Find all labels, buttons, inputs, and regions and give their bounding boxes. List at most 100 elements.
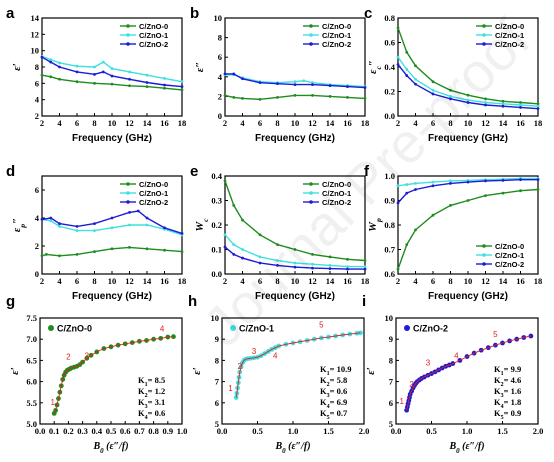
data-point-b-0 bbox=[276, 95, 279, 99]
x-tick-label-a: 4 bbox=[57, 118, 62, 128]
k-value-rest-g: = 1.2 bbox=[148, 386, 166, 396]
x-tick-label-c: 14 bbox=[499, 118, 508, 128]
data-point-b-2 bbox=[328, 84, 332, 88]
k-value-sub-g: 4 bbox=[145, 415, 148, 421]
data-point-d-1 bbox=[58, 225, 61, 228]
y-tick-label-c: 0.8 bbox=[384, 13, 395, 23]
data-point-a-0 bbox=[163, 86, 166, 90]
fit-line-i bbox=[406, 335, 531, 411]
k-value-rest-h: = 0.6 bbox=[330, 386, 348, 396]
legend-c: C/ZnO-0C/ZnO-1C/ZnO-2 bbox=[476, 22, 524, 49]
x-tick-label-g: 0.0 bbox=[35, 426, 46, 436]
legend-marker-d bbox=[126, 191, 130, 195]
data-point-e-1 bbox=[258, 255, 262, 259]
data-point-e-2 bbox=[276, 264, 279, 267]
data-point-f-0 bbox=[501, 191, 505, 195]
k-value-i: K5= 0.9 bbox=[494, 408, 521, 421]
k-value-i: K2= 4.6 bbox=[494, 375, 521, 388]
x-tick-label-g: 0.3 bbox=[77, 426, 88, 436]
k-value-sub-i: 2 bbox=[501, 382, 504, 388]
data-point-e-1 bbox=[223, 233, 227, 237]
x-tick-label-f: 2 bbox=[396, 276, 400, 286]
x-tick-label-c: 10 bbox=[464, 118, 473, 128]
data-point-a-0 bbox=[75, 80, 79, 84]
legend-g: C/ZnO-0 bbox=[48, 324, 92, 334]
data-point-a-2 bbox=[40, 55, 44, 59]
x-tick-label-b: 18 bbox=[361, 118, 370, 128]
data-point-f-2 bbox=[484, 179, 487, 183]
data-point-a-1 bbox=[93, 65, 96, 69]
k-value-rest-g: = 0.6 bbox=[148, 408, 166, 418]
legend-label-f: C/ZnO-2 bbox=[495, 260, 524, 269]
y-tick-label-e: 0.3 bbox=[211, 196, 222, 206]
segment-label-h: 3 bbox=[252, 347, 257, 356]
k-value-sub-h: 3 bbox=[327, 393, 330, 399]
x-tick-label-b: 8 bbox=[275, 118, 279, 128]
legend-marker-b bbox=[309, 33, 313, 37]
legend-marker-f bbox=[482, 253, 486, 257]
data-point-d-0 bbox=[44, 253, 48, 256]
data-point-a-0 bbox=[145, 85, 149, 88]
data-point-b-2 bbox=[346, 85, 349, 88]
k-value-sub-i: 3 bbox=[501, 393, 504, 399]
data-point-e-1 bbox=[346, 265, 349, 269]
panel-letter-i: i bbox=[362, 293, 366, 310]
data-point-e-1 bbox=[241, 248, 244, 251]
data-point-e-2 bbox=[258, 261, 262, 265]
y-tick-label-h: 8 bbox=[215, 355, 219, 365]
y-tick-label-g: 7.5 bbox=[26, 313, 37, 323]
y-axis-label-a: ε′ bbox=[11, 63, 23, 71]
k-value-i: K1= 9.9 bbox=[494, 364, 521, 377]
legend-marker-a bbox=[126, 33, 130, 37]
k-value-i: K3= 1.6 bbox=[494, 386, 521, 399]
x-tick-label-c: 18 bbox=[534, 118, 543, 128]
data-point-f-0 bbox=[519, 189, 522, 193]
data-point-f-2 bbox=[414, 188, 417, 191]
data-point-d-2 bbox=[75, 225, 79, 228]
data-point-c-2 bbox=[405, 74, 409, 77]
x-tick-label-f: 12 bbox=[481, 276, 490, 286]
x-tick-label-h: 1.5 bbox=[323, 426, 334, 436]
data-point-e-1 bbox=[328, 264, 332, 267]
x-tick-label-h: 0.0 bbox=[217, 426, 228, 436]
k-value-main-i: K bbox=[494, 408, 501, 418]
data-point-b-0 bbox=[346, 95, 349, 99]
x-tick-label-a: 10 bbox=[108, 118, 117, 128]
k-value-sub-h: 2 bbox=[327, 382, 330, 388]
y-axis-label-d-sub: p bbox=[18, 224, 27, 229]
k-value-sub-g: 3 bbox=[145, 404, 148, 410]
y-tick-label-e: 0.2 bbox=[211, 220, 222, 230]
panel-letter-b: b bbox=[190, 5, 199, 22]
data-point-f-1 bbox=[449, 179, 452, 183]
data-point-c-0 bbox=[396, 26, 400, 30]
x-tick-label-f: 4 bbox=[413, 276, 418, 286]
legend-label-g: C/ZnO-0 bbox=[57, 324, 92, 334]
y-tick-label-i: 9 bbox=[389, 334, 393, 344]
data-point-c-1 bbox=[519, 103, 522, 107]
legend-label-d: C/ZnO-1 bbox=[139, 189, 168, 198]
legend-label-a: C/ZnO-1 bbox=[139, 31, 168, 40]
legend-label-a: C/ZnO-2 bbox=[139, 40, 168, 49]
y-tick-label-d: 2 bbox=[35, 241, 39, 251]
segment-label-h: 4 bbox=[273, 351, 278, 360]
x-axis-label-rest-i: (ε″/f) bbox=[460, 441, 485, 452]
y-tick-label-b: 0 bbox=[218, 111, 222, 121]
data-point-a-1 bbox=[75, 64, 79, 68]
legend-label-d: C/ZnO-0 bbox=[139, 180, 168, 189]
panel-letter-d: d bbox=[6, 163, 15, 180]
data-point-a-1 bbox=[58, 61, 61, 65]
k-value-h: K5= 0.7 bbox=[320, 408, 348, 421]
y-tick-label-f: 0.9 bbox=[384, 196, 395, 206]
series-line-c-0 bbox=[397, 27, 539, 105]
data-point-e-2 bbox=[363, 267, 367, 271]
x-tick-label-a: 8 bbox=[92, 118, 96, 128]
y-tick-label-f: 0.7 bbox=[384, 245, 395, 255]
legend-label-f: C/ZnO-1 bbox=[495, 251, 524, 260]
k-value-main-i: K bbox=[494, 386, 501, 396]
x-tick-label-g: 0.9 bbox=[162, 426, 173, 436]
data-point-c-2 bbox=[414, 82, 417, 86]
data-point-c-1 bbox=[405, 68, 409, 71]
x-tick-label-i: 2.0 bbox=[533, 426, 544, 436]
data-point-c-1 bbox=[501, 102, 505, 106]
